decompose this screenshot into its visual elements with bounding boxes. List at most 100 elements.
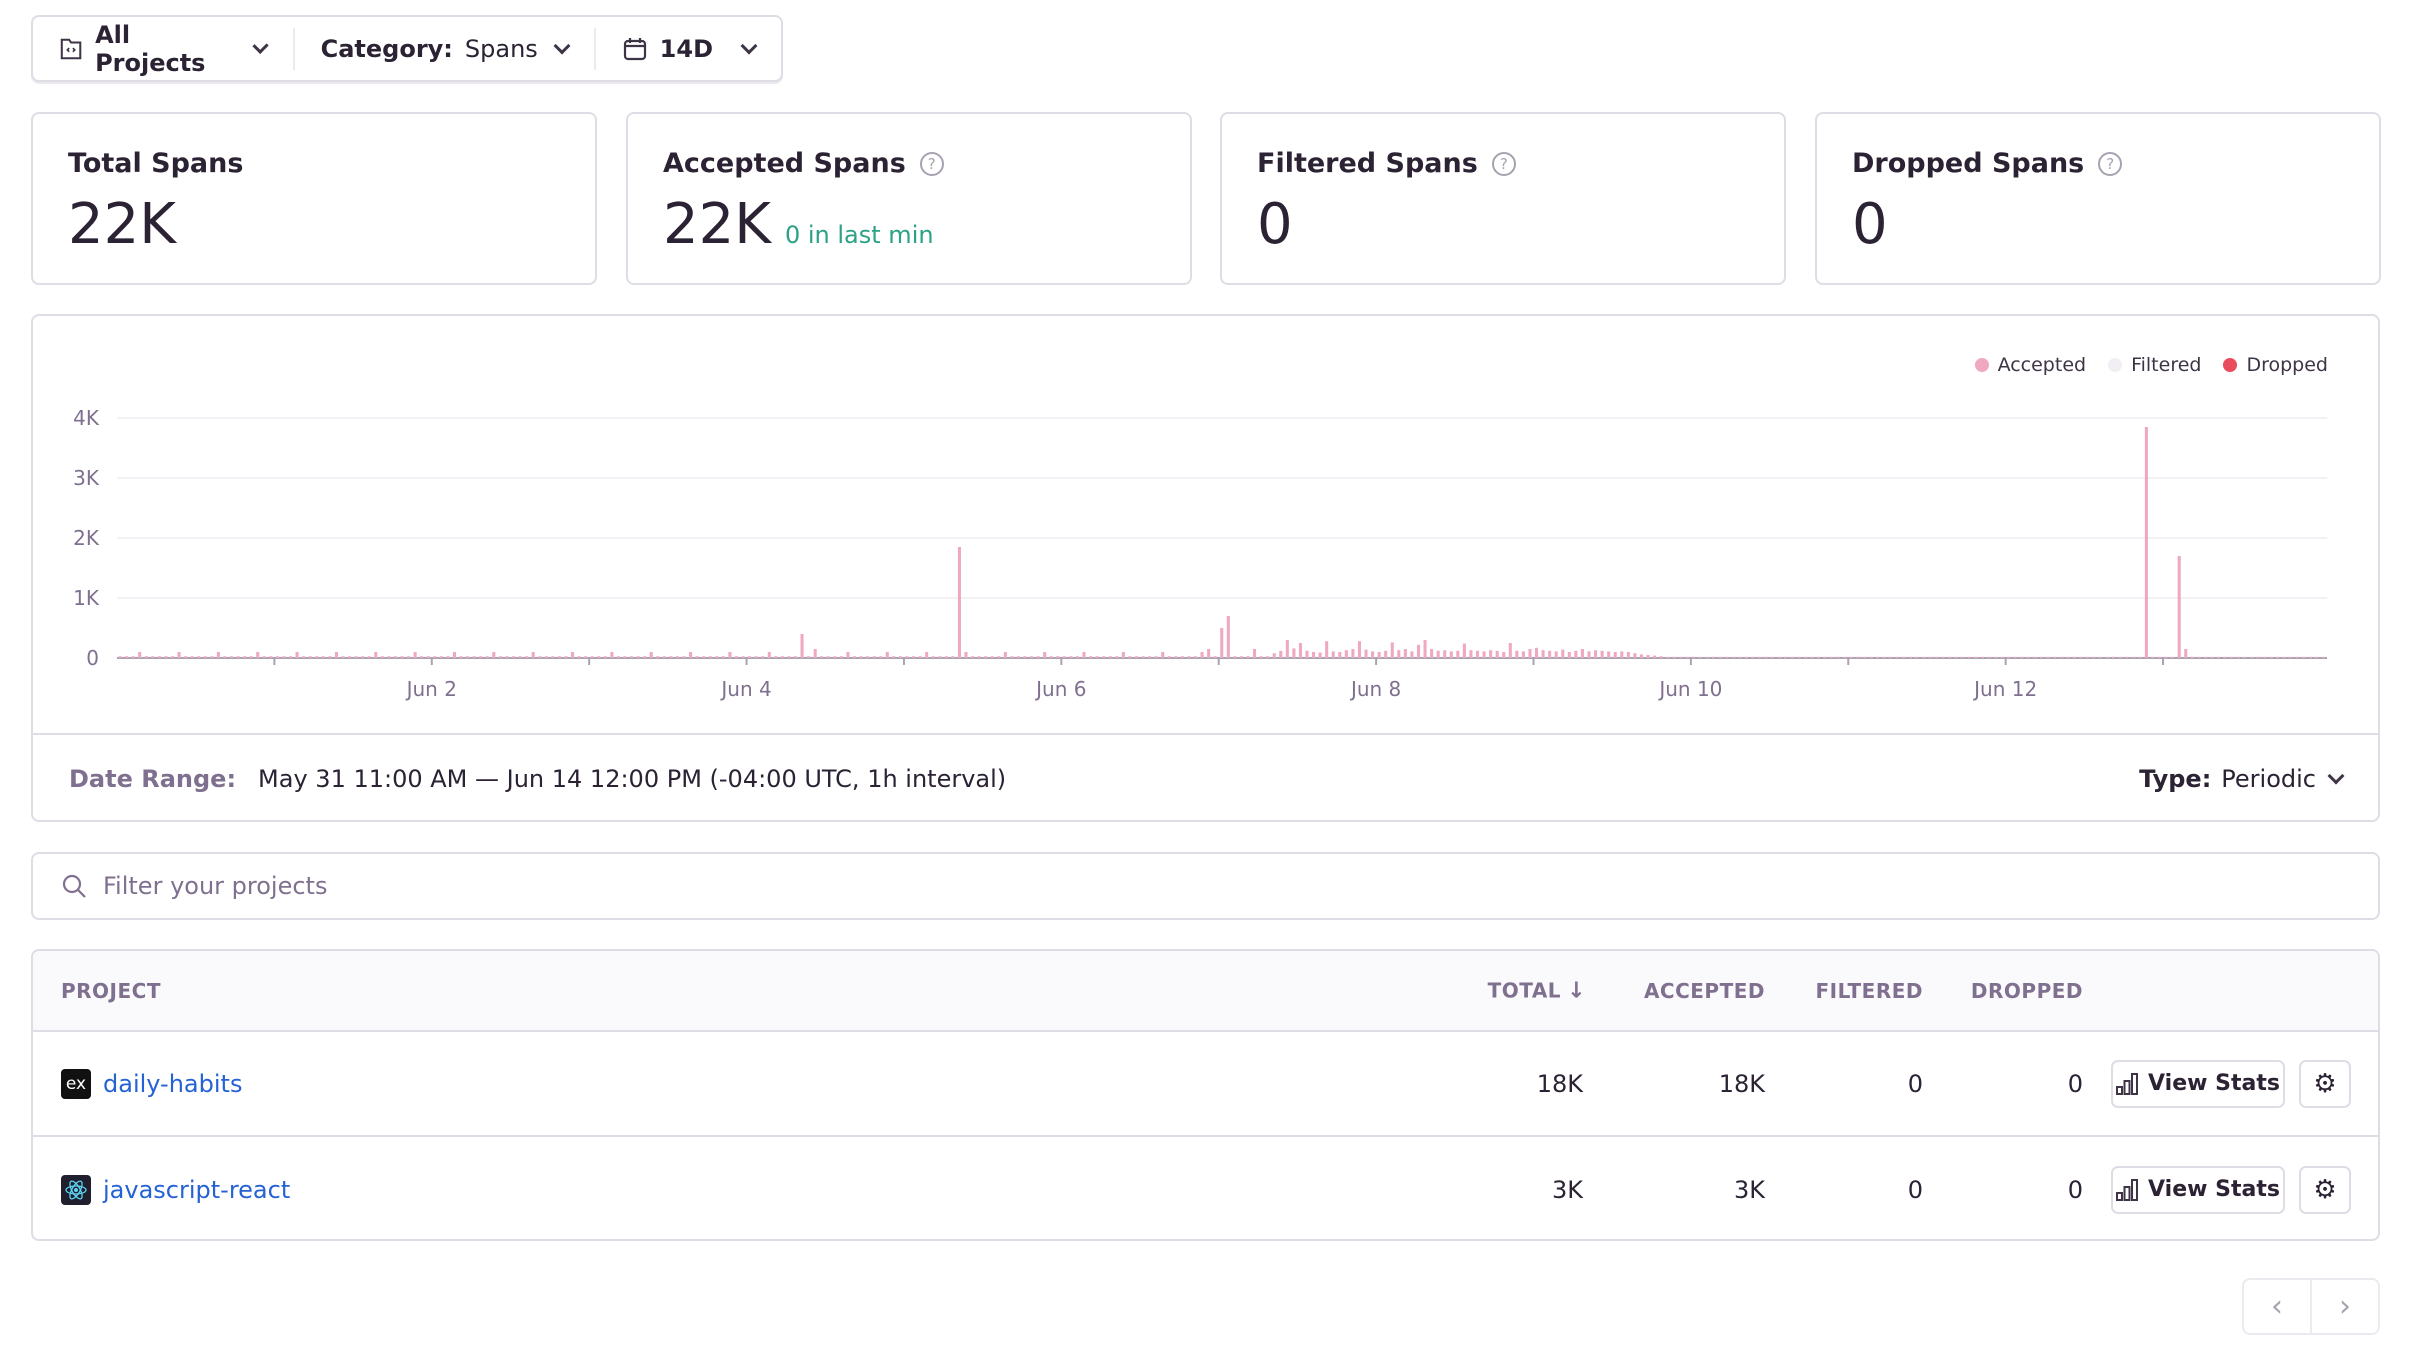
help-icon[interactable]: ? [919,151,944,176]
project-settings-button[interactable]: ⚙ [2299,1165,2351,1214]
bar-accepted [1449,651,1453,658]
next-page-button[interactable]: › [2312,1280,2378,1333]
express-icon: ex [61,1068,91,1099]
bar-accepted [2066,656,2070,658]
bar-accepted [1534,647,1539,658]
bar-accepted [1580,649,1584,658]
card-title: Accepted Spans [663,148,906,179]
column-header-project[interactable]: PROJECT [61,978,161,1003]
projects-table: PROJECT TOTAL ↓ ACCEPTED FILTERED DROPPED… [31,949,2380,1241]
bar-accepted [1384,650,1388,658]
bar-accepted [2157,656,2162,658]
search-icon [62,874,86,898]
previous-page-button[interactable]: ‹ [2244,1280,2312,1333]
bar-accepted [997,656,1001,658]
bar-accepted [623,656,627,658]
bar-accepted [1902,656,1906,658]
bar-accepted [321,656,325,658]
legend-label: Dropped [2246,354,2328,376]
project-search[interactable]: Filter your projects [31,852,2380,920]
bar-accepted [1502,652,1506,658]
gear-icon: ⚙ [2313,1174,2337,1205]
bar-accepted [498,656,502,658]
search-input[interactable]: Filter your projects [103,872,328,900]
bar-accepted [793,656,798,658]
bar-accepted [1279,650,1283,658]
legend-dot [1974,358,1989,372]
bar-accepted [184,656,188,658]
bar-accepted [210,656,214,658]
bar-accepted [1646,655,1650,658]
bar-accepted [1613,652,1617,658]
bar-accepted [1574,650,1578,658]
project-selector[interactable]: All Projects [33,17,293,80]
date-range-value: May 31 11:00 AM — Jun 14 12:00 PM (-04:0… [258,764,1007,793]
bar-accepted [1469,650,1473,658]
bar-accepted [839,656,843,658]
column-header-total[interactable]: TOTAL ↓ [1488,978,1586,1003]
bar-accepted [2013,656,2017,658]
column-header-filtered[interactable]: FILTERED [1815,978,1923,1003]
legend-item-dropped[interactable]: Dropped [2223,354,2328,376]
column-header-label: TOTAL [1487,978,1562,1003]
bar-accepted [728,652,732,658]
bar-accepted [734,656,738,658]
bar-accepted [1056,656,1060,658]
category-selector[interactable]: Category: Spans [295,17,594,80]
help-icon[interactable]: ? [1491,151,1516,176]
card-title: Total Spans [68,148,244,179]
bar-accepted [1266,656,1270,658]
bar-accepted [1108,656,1112,658]
view-stats-button[interactable]: View Stats [2111,1165,2285,1214]
bar-accepted [616,656,620,658]
column-header-accepted[interactable]: ACCEPTED [1643,978,1765,1003]
bar-accepted [1823,656,1827,658]
bar-accepted [1849,656,1853,658]
bar-accepted [1161,652,1165,658]
bar-accepted [1731,656,1735,658]
bar-accepted [1908,656,1912,658]
card-value: 22K [663,192,771,257]
bar-accepted [1653,655,1657,658]
bar-accepted [1410,651,1414,658]
legend-label: Filtered [2131,354,2202,376]
chevron-down-icon [252,37,270,54]
bar-accepted [511,656,516,658]
view-stats-label: View Stats [2148,1177,2280,1202]
card-value: 0 [1852,192,1888,257]
legend-item-filtered[interactable]: Filtered [2108,354,2201,376]
project-link[interactable]: ex daily-habits [61,1068,242,1099]
legend-dot [2223,358,2238,372]
column-header-dropped[interactable]: DROPPED [1970,978,2083,1003]
bar-accepted [748,656,752,658]
gear-icon: ⚙ [2313,1068,2337,1099]
bar-accepted [702,656,706,658]
bar-accepted [761,656,765,658]
bar-accepted [2177,556,2181,658]
bar-accepted [1548,650,1552,658]
bar-accepted [2269,656,2273,658]
bar-accepted [1974,656,1978,658]
bar-accepted [275,656,279,658]
bar-accepted [1659,656,1663,658]
chart-type-selector[interactable]: Type: Periodic [2139,765,2345,793]
bar-accepted [2000,656,2004,658]
react-icon [61,1174,91,1205]
project-link[interactable]: javascript-react [61,1174,290,1205]
bar-accepted [1810,656,1814,658]
bar-accepted [1312,652,1316,658]
legend-item-accepted[interactable]: Accepted [1974,354,2086,376]
period-selector[interactable]: 14D [596,17,781,80]
bar-accepted [190,656,194,658]
card-value: 0 [1257,192,1293,257]
bar-accepted [256,652,260,658]
chart-footer: Date Range: May 31 11:00 AM — Jun 14 12:… [33,733,2378,822]
project-settings-button[interactable]: ⚙ [2299,1059,2351,1108]
bar-accepted [767,652,771,658]
chevron-down-icon [553,37,571,54]
bar-accepted [282,656,286,658]
bar-accepted [2295,656,2299,658]
view-stats-button[interactable]: View Stats [2111,1059,2285,1108]
help-icon[interactable]: ? [2098,151,2123,176]
x-tick-label: Jun 10 [1657,677,1722,701]
